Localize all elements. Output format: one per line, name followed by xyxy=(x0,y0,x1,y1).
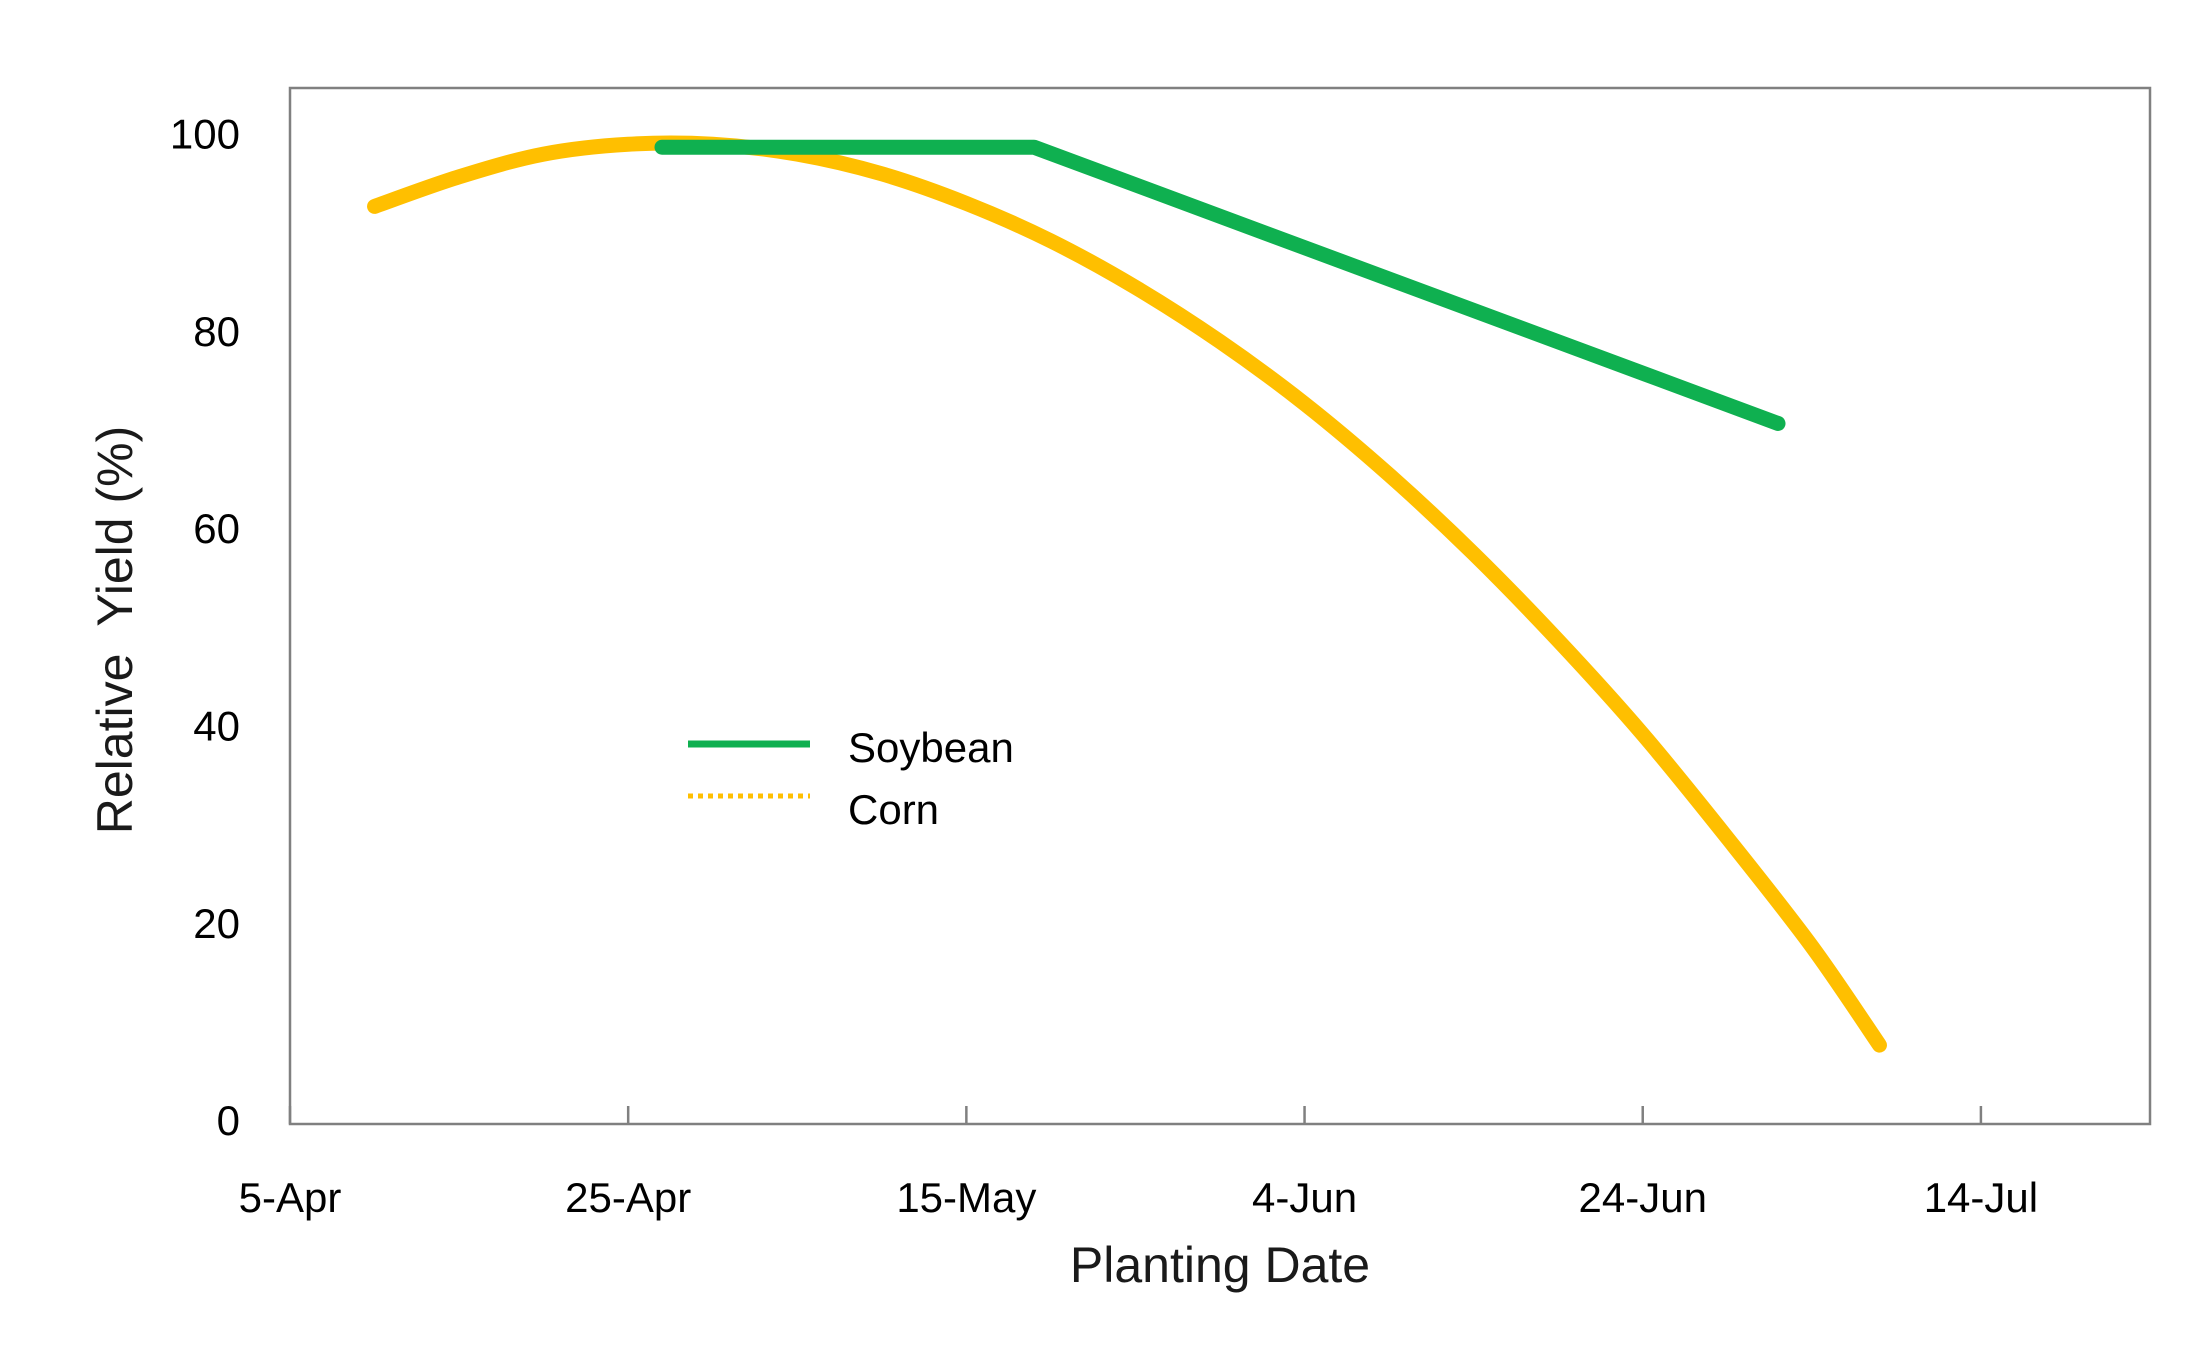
y-tick-label-5: 100 xyxy=(170,110,240,157)
x-tick-label-4: 24-Jun xyxy=(1579,1174,1707,1221)
series-line-corn xyxy=(367,135,1887,1053)
y-tick-label-3: 60 xyxy=(193,505,240,552)
legend-label-corn: Corn xyxy=(848,786,939,833)
y-tick-label-4: 80 xyxy=(193,308,240,355)
x-tick-label-2: 15-May xyxy=(896,1174,1036,1221)
plot-frame xyxy=(288,86,2152,1126)
x-tick-label-5: 14-Jul xyxy=(1924,1174,2038,1221)
y-tick-label-0: 0 xyxy=(217,1097,240,1144)
x-tick-label-3: 4-Jun xyxy=(1252,1174,1357,1221)
legend-label-soybean: Soybean xyxy=(848,724,1014,771)
y-axis-ticks: 0 20 40 60 80 100 xyxy=(170,110,240,1144)
series-layer xyxy=(367,135,1887,1053)
y-tick-label-2: 40 xyxy=(193,702,240,749)
x-tick-label-0: 5-Apr xyxy=(239,1174,342,1221)
legend: Soybean Corn xyxy=(688,724,1014,833)
series-line-soybean xyxy=(654,139,1786,431)
y-tick-label-1: 20 xyxy=(193,900,240,947)
x-tick-label-1: 25-Apr xyxy=(565,1174,691,1221)
y-axis-title: Relative Yield (%) xyxy=(87,426,143,835)
x-axis-ticks: 5-Apr 25-Apr 15-May 4-Jun 24-Jun 14-Jul xyxy=(239,1106,2038,1221)
x-axis-title: Planting Date xyxy=(1070,1237,1370,1293)
